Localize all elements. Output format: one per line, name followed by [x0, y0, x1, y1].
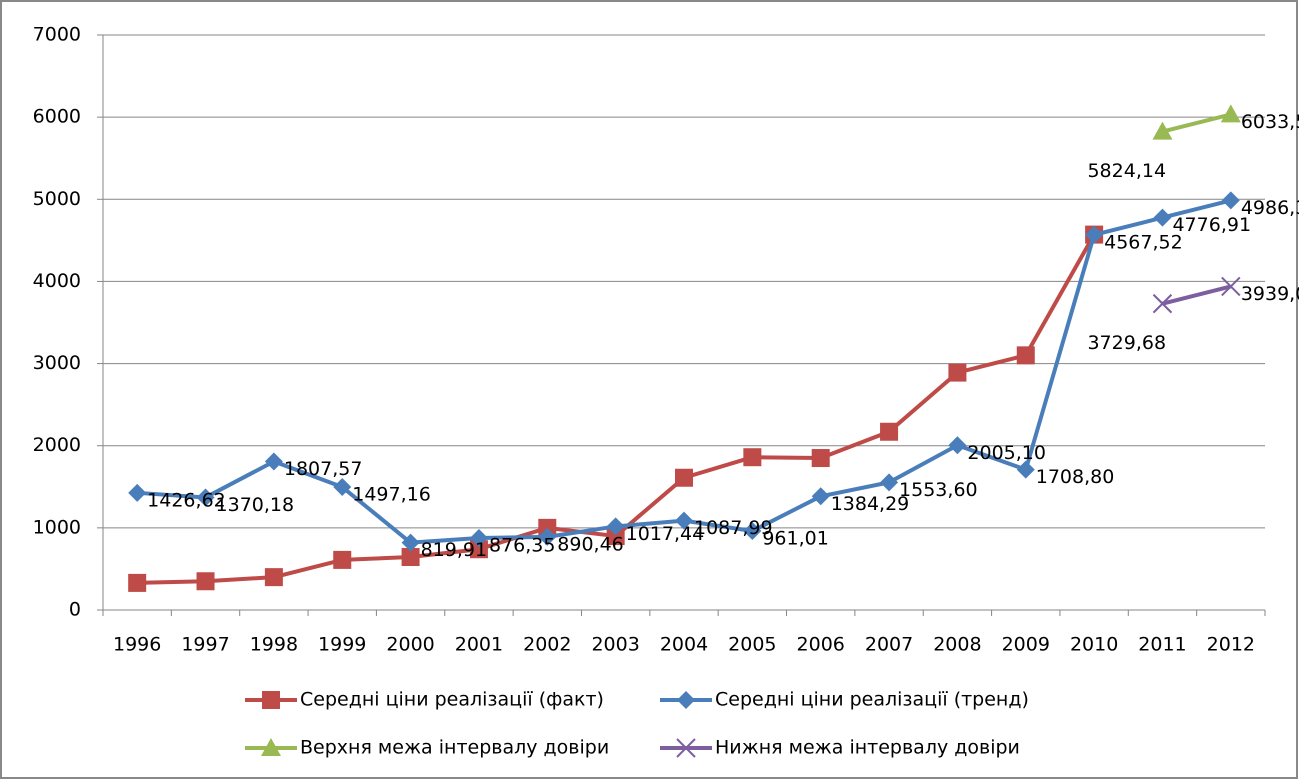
data-label: 1370,18	[216, 494, 295, 516]
data-label: 1553,60	[899, 479, 978, 501]
y-tick-label: 2000	[33, 434, 81, 456]
data-marker	[880, 473, 899, 492]
x-tick-label: 2012	[1207, 634, 1255, 656]
data-marker	[1153, 208, 1172, 227]
x-tick-label: 1997	[181, 634, 229, 656]
data-label: 3729,68	[1087, 332, 1166, 354]
data-marker	[401, 533, 420, 552]
data-marker	[675, 468, 693, 487]
data-label: 4567,52	[1104, 231, 1183, 253]
x-tick-label: 2005	[728, 634, 776, 656]
y-tick-label: 5000	[33, 188, 81, 210]
legend-label: Верхня межа інтервалу довіри	[300, 737, 609, 759]
data-label: 1497,16	[352, 484, 431, 506]
x-tick-label: 2001	[455, 634, 503, 656]
data-marker	[675, 511, 693, 530]
data-marker	[1016, 346, 1035, 365]
legend-label: Середні ціни реалізації (факт)	[300, 689, 604, 711]
x-tick-label: 2007	[865, 634, 913, 656]
data-label: 1708,80	[1036, 466, 1115, 488]
data-marker	[606, 517, 625, 536]
legend-marker	[262, 691, 280, 709]
data-marker	[333, 550, 352, 569]
x-tick-label: 2004	[660, 634, 708, 656]
data-marker	[811, 487, 830, 506]
data-marker	[196, 572, 215, 591]
data-label: 819,91	[421, 539, 487, 561]
data-marker	[264, 568, 283, 587]
x-tick-label: 2000	[386, 634, 434, 656]
data-marker	[743, 522, 762, 541]
y-tick-label: 4000	[33, 270, 81, 292]
x-tick-label: 1998	[250, 634, 298, 656]
y-tick-label: 1000	[33, 516, 81, 538]
data-marker	[333, 478, 352, 497]
legend-marker	[261, 738, 281, 756]
data-marker	[1221, 276, 1241, 297]
data-label: 1087,99	[694, 517, 773, 539]
x-tick-label: 2011	[1138, 634, 1186, 656]
data-label: 5824,14	[1087, 160, 1166, 182]
data-marker	[948, 363, 967, 382]
y-tick-label: 3000	[33, 352, 81, 374]
data-marker	[948, 436, 967, 455]
data-marker	[1085, 225, 1104, 244]
data-label: 1384,29	[831, 493, 910, 515]
data-label: 6033,53	[1241, 111, 1299, 133]
data-label: 1426,62	[147, 489, 226, 511]
data-marker	[264, 452, 283, 471]
series-line	[1161, 284, 1232, 306]
legend-label: Нижня межа інтервалу довіри	[715, 737, 1020, 759]
data-marker	[811, 449, 830, 468]
x-tick-label: 2003	[591, 634, 639, 656]
data-label: 1017,44	[626, 523, 705, 545]
y-tick-label: 0	[69, 599, 81, 621]
x-tick-label: 2010	[1070, 634, 1118, 656]
data-marker	[1152, 293, 1173, 314]
data-label: 4776,91	[1172, 214, 1251, 236]
data-marker	[1221, 191, 1240, 210]
data-marker	[1016, 460, 1035, 479]
x-tick-label: 1999	[318, 634, 366, 656]
series-line	[1161, 112, 1232, 134]
data-marker	[538, 527, 557, 546]
x-tick-label: 2002	[523, 634, 571, 656]
data-marker	[469, 540, 488, 559]
legend-label: Середні ціни реалізації (тренд)	[715, 689, 1029, 711]
x-tick-label: 2006	[797, 634, 845, 656]
x-tick-label: 2008	[933, 634, 981, 656]
data-label: 961,01	[762, 528, 828, 550]
data-marker	[880, 422, 899, 441]
data-marker	[606, 527, 625, 546]
data-label: 876,35	[489, 535, 555, 557]
data-marker	[128, 483, 147, 502]
data-marker	[743, 448, 762, 467]
data-label: 1807,57	[284, 458, 363, 480]
x-tick-label: 2009	[1002, 634, 1050, 656]
data-label: 890,46	[557, 533, 623, 555]
data-label: 3939,07	[1241, 283, 1299, 305]
legend-marker	[677, 691, 695, 709]
x-tick-label: 1996	[113, 634, 161, 656]
data-marker	[1152, 121, 1173, 140]
data-marker	[401, 548, 420, 567]
data-label: 4986,30	[1241, 197, 1299, 219]
y-tick-label: 6000	[33, 106, 81, 128]
data-label: 2005,10	[967, 442, 1046, 464]
data-marker	[196, 488, 215, 507]
data-marker	[1220, 104, 1241, 123]
data-marker	[469, 529, 488, 548]
y-tick-label: 7000	[33, 24, 81, 46]
legend-marker	[676, 738, 696, 758]
data-marker	[128, 573, 147, 592]
